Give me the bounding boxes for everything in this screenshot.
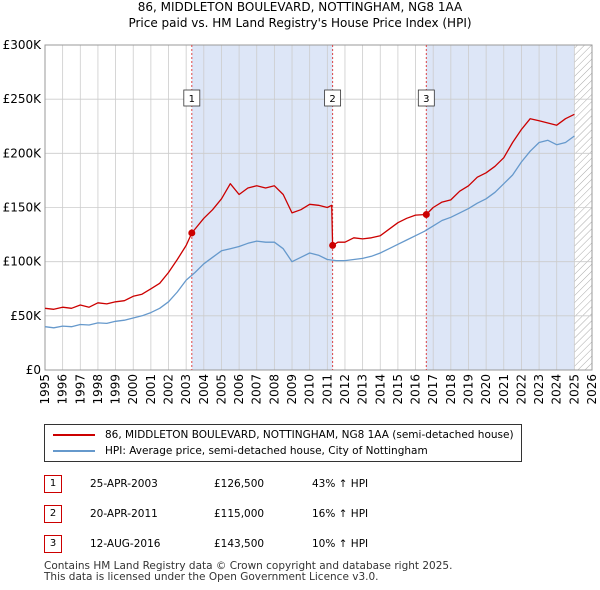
x-tick-label: 2014 [373, 374, 387, 405]
x-tick-label: 2020 [479, 374, 493, 405]
footer-copyright: Contains HM Land Registry data © Crown c… [44, 560, 453, 572]
x-tick-label: 2026 [585, 374, 599, 405]
plot-frame [44, 44, 593, 371]
x-tick-label: 2004 [197, 374, 211, 405]
x-tick-label: 2002 [162, 374, 176, 405]
legend-swatch-property [53, 434, 95, 436]
sale-marker-box [183, 89, 201, 107]
sale-price: £143,500 [214, 538, 265, 550]
x-tick-label: 2009 [285, 374, 299, 405]
x-tick-label: 2013 [356, 374, 370, 405]
sale-point [188, 229, 196, 237]
x-tick-label: 2018 [444, 374, 458, 405]
x-tick-label: 2006 [232, 374, 246, 405]
x-tick-label: 2010 [303, 374, 317, 405]
sale-marker-box [324, 89, 342, 107]
x-tick-label: 2011 [320, 374, 334, 405]
sale-marker-box [417, 89, 435, 107]
legend-item-property: 86, MIDDLETON BOULEVARD, NOTTINGHAM, NG8… [53, 427, 514, 443]
y-tick-label: £100K [3, 255, 43, 269]
legend-label-hpi: HPI: Average price, semi-detached house,… [105, 445, 428, 457]
x-tick-label: 2008 [267, 374, 281, 405]
x-tick-label: 2016 [409, 374, 423, 405]
sale-price: £115,000 [214, 508, 265, 520]
x-tick-label: 2000 [126, 374, 140, 405]
y-tick-label: £200K [3, 146, 43, 160]
sale-marker-label: 3 [423, 94, 429, 105]
x-tick-label: 2007 [250, 374, 264, 405]
sale-date: 25-APR-2003 [90, 478, 158, 490]
x-tick-label: 2024 [550, 374, 564, 405]
hpi-line [44, 135, 575, 329]
y-tick-label: £0 [26, 363, 41, 377]
x-tick-label: 1997 [73, 374, 87, 405]
sale-number: 3 [44, 535, 62, 553]
chart-title: 86, MIDDLETON BOULEVARD, NOTTINGHAM, NG8… [137, 0, 463, 14]
sale-number: 1 [44, 475, 62, 493]
sale-row: 3 12-AUG-2016 £143,500 10% ↑ HPI [44, 535, 444, 555]
y-tick-label: £150K [3, 201, 43, 215]
sale-row: 2 20-APR-2011 £115,000 16% ↑ HPI [44, 505, 444, 525]
legend-swatch-hpi [53, 450, 95, 452]
x-tick-label: 2015 [391, 374, 405, 405]
x-tick-label: 1999 [109, 374, 123, 405]
footer-licence: This data is licensed under the Open Gov… [44, 571, 379, 583]
x-tick-label: 2023 [532, 374, 546, 405]
x-tick-label: 2017 [426, 374, 440, 405]
sale-hpi: 43% ↑ HPI [312, 478, 369, 490]
y-tick-label: £250K [3, 92, 43, 106]
legend-label-property: 86, MIDDLETON BOULEVARD, NOTTINGHAM, NG8… [105, 429, 514, 441]
legend: 86, MIDDLETON BOULEVARD, NOTTINGHAM, NG8… [44, 424, 522, 462]
y-tick-label: £300K [3, 38, 43, 52]
x-tick-label: 2019 [461, 374, 475, 405]
sale-number: 2 [44, 505, 62, 523]
x-tick-label: 1995 [38, 374, 52, 405]
sale-hpi: 10% ↑ HPI [312, 538, 369, 550]
x-tick-label: 2022 [514, 374, 528, 405]
legend-item-hpi: HPI: Average price, semi-detached house,… [53, 443, 428, 459]
x-tick-label: 2005 [214, 374, 228, 405]
sale-marker-label: 2 [329, 94, 335, 105]
x-tick-label: 2003 [179, 374, 193, 405]
sale-price: £126,500 [214, 478, 265, 490]
sale-point [422, 211, 430, 219]
sale-row: 1 25-APR-2003 £126,500 43% ↑ HPI [44, 475, 444, 495]
x-tick-label: 2025 [567, 374, 581, 405]
y-tick-label: £50K [10, 309, 42, 323]
x-tick-label: 2001 [144, 374, 158, 405]
sale-point [329, 241, 337, 249]
x-tick-label: 1998 [91, 374, 105, 405]
sale-date: 12-AUG-2016 [90, 538, 161, 550]
sale-hpi: 16% ↑ HPI [312, 508, 369, 520]
x-tick-label: 2012 [338, 374, 352, 405]
x-tick-label: 2021 [497, 374, 511, 405]
x-tick-label: 1996 [56, 374, 70, 405]
sale-marker-label: 1 [189, 94, 195, 105]
chart-subtitle: Price paid vs. HM Land Registry's House … [128, 16, 472, 30]
property-price-line [44, 113, 575, 310]
sale-date: 20-APR-2011 [90, 508, 158, 520]
